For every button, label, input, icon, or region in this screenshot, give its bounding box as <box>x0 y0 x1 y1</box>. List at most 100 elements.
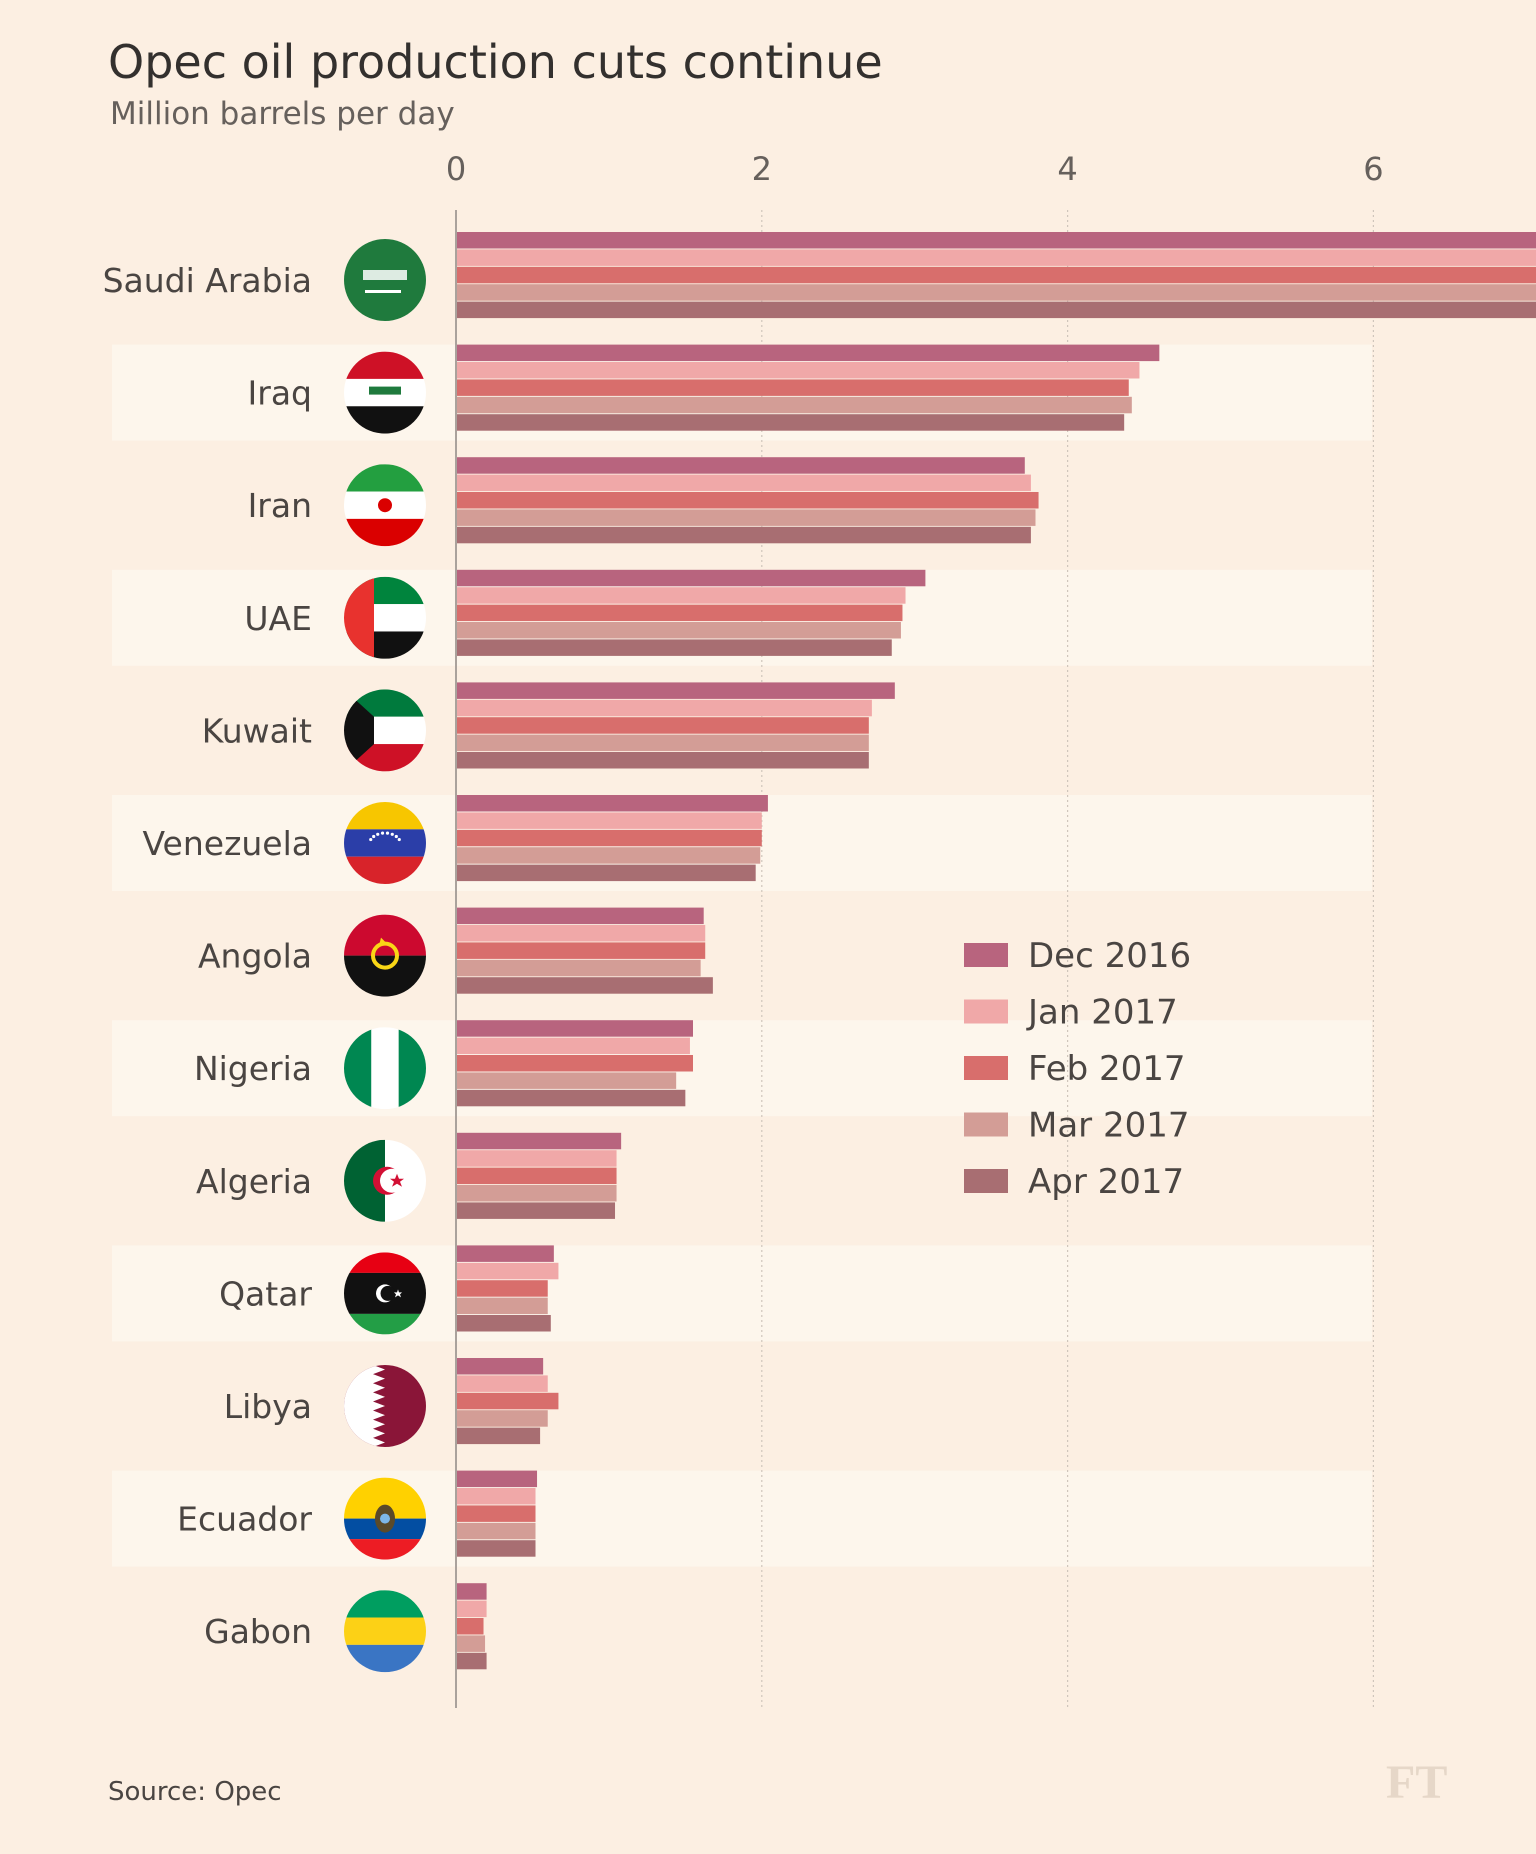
x-tick-label: 4 <box>1057 150 1077 188</box>
category-label: Venezuela <box>143 824 312 863</box>
bar <box>456 1505 536 1522</box>
bar <box>456 864 756 882</box>
bar <box>456 1132 622 1150</box>
bars <box>456 232 1536 1670</box>
bar <box>456 569 926 587</box>
source-note: Source: Opec <box>108 1777 282 1807</box>
bar <box>456 734 869 752</box>
bar <box>456 492 1039 509</box>
bar <box>456 1245 554 1262</box>
row-band <box>112 1020 1372 1117</box>
bar <box>456 1375 548 1392</box>
legend-swatch <box>964 943 1008 967</box>
legend-label: Jan 2017 <box>1026 993 1178 1033</box>
ecuador-flag-icon <box>344 1477 426 1560</box>
bar <box>456 795 768 812</box>
bar <box>456 1150 617 1167</box>
category-label: Saudi Arabia <box>103 261 312 300</box>
category-label: Nigeria <box>194 1049 312 1088</box>
bar <box>456 1358 544 1375</box>
bar <box>456 249 1536 266</box>
ft-logo: FT <box>1386 1756 1447 1809</box>
bar <box>456 1470 538 1488</box>
bar <box>456 752 869 769</box>
bar <box>456 1072 677 1089</box>
legend-swatch <box>964 1169 1008 1193</box>
x-tick-label: 0 <box>446 150 466 188</box>
legend-label: Mar 2017 <box>1028 1106 1189 1146</box>
category-label: Iran <box>248 486 312 525</box>
bar <box>456 396 1132 414</box>
category-label: Iraq <box>248 374 312 413</box>
category-labels: Saudi Arabia Iraq Iran UAE Kuwait Venezuela An… <box>103 261 313 1651</box>
bar <box>456 977 713 994</box>
bar <box>456 942 706 959</box>
bar <box>456 1410 548 1427</box>
saudi-arabia-flag-icon <box>344 239 426 321</box>
category-label: Kuwait <box>202 711 312 750</box>
legend-label: Dec 2016 <box>1028 936 1191 976</box>
row-band <box>112 1470 1372 1567</box>
category-label: Algeria <box>196 1162 312 1201</box>
bar <box>456 1202 616 1219</box>
chart-title: Opec oil production cuts continue <box>108 35 883 89</box>
bar <box>456 1488 536 1505</box>
bar <box>456 717 869 734</box>
bar <box>456 1020 693 1037</box>
qatar-flag-icon <box>344 1252 426 1335</box>
bar <box>456 604 903 622</box>
bar <box>456 1522 536 1540</box>
bar <box>456 1618 484 1635</box>
bar <box>456 1583 487 1600</box>
legend-label: Apr 2017 <box>1028 1162 1184 1202</box>
bar <box>456 1280 548 1297</box>
bar <box>456 622 901 639</box>
bar <box>456 344 1160 362</box>
iran-flag-icon <box>344 464 426 547</box>
chart-subtitle: Million barrels per day <box>110 96 455 132</box>
legend-label: Feb 2017 <box>1028 1049 1186 1089</box>
bar <box>456 907 704 925</box>
legend: Dec 2016 Jan 2017 Feb 2017 Mar 2017 Apr 2017 <box>964 936 1191 1202</box>
legend-swatch <box>964 1056 1008 1080</box>
bar <box>456 1167 617 1185</box>
bar <box>456 959 701 977</box>
category-label: Angola <box>198 937 312 976</box>
bar <box>456 1297 548 1315</box>
bar <box>456 1037 690 1055</box>
x-axis-ticks: 024681012 <box>446 150 1384 188</box>
category-label: UAE <box>244 599 312 638</box>
bar <box>456 1652 487 1670</box>
gabon-flag-icon <box>344 1590 426 1673</box>
bar <box>456 414 1125 431</box>
venezuela-flag-icon <box>344 802 426 884</box>
bar <box>456 587 906 604</box>
bar <box>456 474 1031 492</box>
bar <box>456 379 1129 396</box>
bar <box>456 1427 541 1445</box>
bar <box>456 509 1036 526</box>
legend-swatch <box>964 1112 1008 1137</box>
bar <box>456 699 872 717</box>
bar <box>456 639 892 656</box>
bar <box>456 925 706 942</box>
bar <box>456 1315 551 1332</box>
category-label: Ecuador <box>177 1500 312 1539</box>
bar <box>456 812 762 829</box>
category-label: Qatar <box>219 1274 312 1313</box>
bar <box>456 1185 617 1202</box>
bar <box>456 847 761 864</box>
angola-flag-icon <box>344 914 426 997</box>
x-tick-label: 6 <box>1363 150 1383 188</box>
x-tick-label: 2 <box>752 150 772 188</box>
kuwait-flag-icon <box>344 689 426 772</box>
bar <box>456 362 1140 379</box>
uae-flag-icon <box>344 576 426 659</box>
category-label: Libya <box>224 1387 312 1426</box>
bar <box>456 1089 686 1107</box>
legend-swatch <box>964 999 1008 1024</box>
category-label: Gabon <box>204 1612 312 1651</box>
bar <box>456 301 1536 319</box>
row-band <box>112 1245 1372 1342</box>
